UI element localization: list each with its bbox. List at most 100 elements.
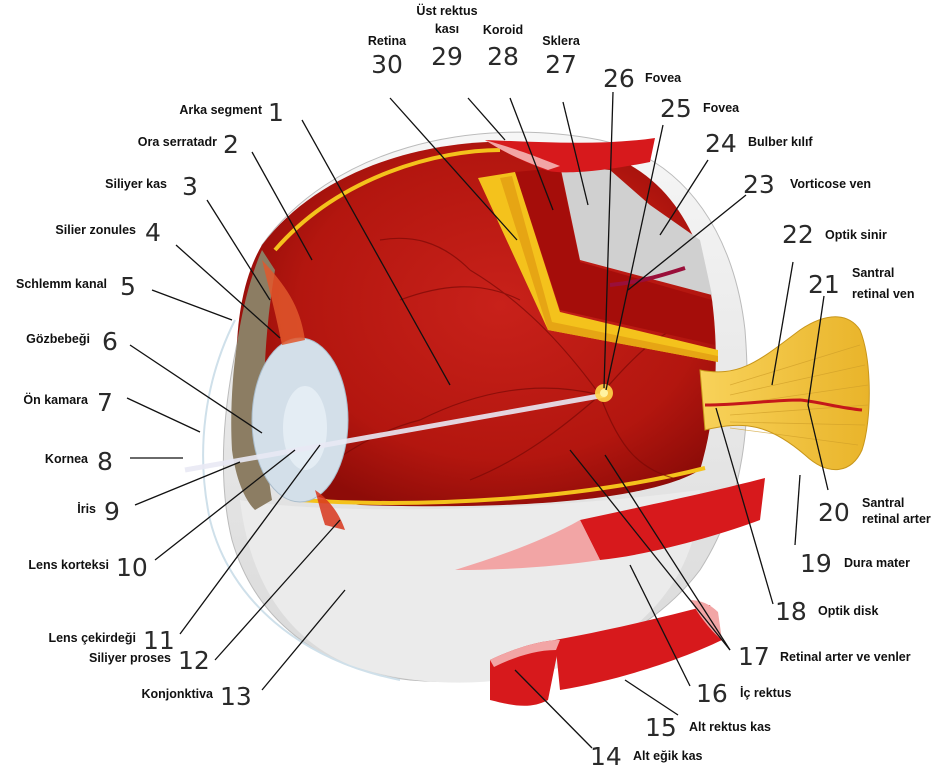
label-12-text: Siliyer proses	[89, 651, 171, 665]
leader-19	[794, 474, 801, 546]
label-25-number: 25	[660, 94, 692, 123]
label-13-text: Konjonktiva	[141, 687, 214, 701]
label-21-text: Santral	[852, 266, 894, 280]
label-28-number: 28	[487, 42, 519, 71]
leader-7	[126, 397, 201, 433]
label-4-text: Silier zonules	[55, 223, 136, 237]
inferior-oblique-tendon	[490, 640, 560, 667]
superior-rectus-muscle	[485, 138, 655, 173]
anterior-segment	[231, 250, 349, 530]
leader-22	[771, 261, 794, 386]
lens-nucleus-shape	[283, 386, 327, 470]
label-9-number: 9	[104, 497, 120, 526]
central-retinal-artery	[704, 398, 863, 412]
leader-5	[151, 289, 233, 321]
label-27-text: Sklera	[542, 34, 581, 48]
label-21-text-line2: retinal ven	[852, 287, 915, 301]
label-6-number: 6	[102, 327, 118, 356]
leader-24	[659, 159, 709, 236]
leader-28	[509, 97, 554, 211]
leader-26	[603, 91, 614, 389]
leader-29	[467, 97, 506, 141]
label-20-text-line2: retinal arter	[862, 512, 931, 526]
leader-11	[179, 444, 321, 635]
labels: Arka segment 1 Ora serratadr 2 Siliyer k…	[16, 3, 931, 770]
label-10-text: Lens korteksi	[28, 558, 109, 572]
visual-axis	[184, 392, 606, 473]
label-26-text: Fovea	[645, 71, 682, 85]
label-1-text: Arka segment	[179, 103, 263, 117]
leader-9	[134, 461, 241, 506]
leader-20	[807, 404, 829, 491]
label-9-text: İris	[77, 501, 96, 516]
leader-13	[261, 589, 346, 691]
label-16-text: İç rektus	[740, 685, 791, 700]
label-24-text: Bulber kılıf	[748, 135, 813, 149]
label-2-number: 2	[223, 130, 239, 159]
label-29-text-line2: kası	[435, 22, 459, 36]
extraocular-muscles	[455, 138, 765, 706]
label-19-number: 19	[800, 549, 832, 578]
label-20-text: Santral	[862, 496, 904, 510]
vorticose-vein	[609, 266, 686, 287]
label-18-text: Optik disk	[818, 604, 878, 618]
label-21-number: 21	[808, 270, 840, 299]
leader-17	[569, 449, 731, 651]
label-20-number: 20	[818, 498, 850, 527]
label-16-number: 16	[696, 679, 728, 708]
superior-rectus-tendon	[485, 140, 560, 170]
label-29-number: 29	[431, 42, 463, 71]
leader-6	[129, 344, 263, 434]
leader-12	[214, 519, 341, 661]
label-22-number: 22	[782, 220, 814, 249]
label-23-number: 23	[743, 170, 775, 199]
label-25-text: Fovea	[703, 101, 740, 115]
label-15-number: 15	[645, 713, 677, 742]
leader-27	[562, 101, 589, 206]
leader-25	[605, 124, 664, 391]
fovea-dot	[600, 389, 608, 397]
label-13-number: 13	[220, 682, 252, 711]
medial-rectus-tendon	[455, 520, 600, 570]
inferior-rectus-muscle	[555, 605, 722, 690]
label-30-text: Retina	[368, 34, 407, 48]
label-1-number: 1	[268, 98, 284, 127]
label-2-text: Ora serratadr	[138, 135, 217, 149]
medial-rectus-muscle	[580, 478, 765, 560]
label-4-number: 4	[145, 218, 161, 247]
ciliary-process-lower	[315, 490, 345, 530]
retina-band	[273, 148, 501, 252]
label-28-text: Koroid	[483, 23, 523, 37]
leader-30	[389, 97, 518, 241]
label-24-number: 24	[705, 129, 737, 158]
label-18-number: 18	[775, 597, 807, 626]
label-17-number: 17	[738, 642, 770, 671]
label-14-text: Alt eğik kas	[633, 749, 703, 763]
leader-lines	[126, 91, 829, 749]
label-15-text: Alt rektus kas	[689, 720, 771, 734]
optic-nerve-fibers	[729, 344, 869, 446]
leader-15	[624, 679, 679, 716]
label-3-number: 3	[182, 172, 198, 201]
label-8-text: Kornea	[45, 452, 89, 466]
leader-16	[629, 564, 691, 687]
leader-3	[206, 199, 271, 301]
label-8-number: 8	[97, 447, 113, 476]
conjunctiva-shape	[202, 319, 401, 681]
label-27-number: 27	[545, 50, 577, 79]
label-7-text: Ön kamara	[23, 392, 89, 407]
label-6-text: Gözbebeği	[26, 332, 90, 346]
leader-18	[715, 407, 774, 605]
retina-wedge	[478, 172, 718, 362]
leader-4	[175, 244, 281, 339]
label-12-number: 12	[178, 646, 210, 675]
optic-nerve	[699, 316, 870, 471]
label-5-number: 5	[120, 272, 136, 301]
label-3-text: Siliyer kas	[105, 177, 167, 191]
leader-14	[514, 669, 593, 749]
label-7-number: 7	[97, 388, 113, 417]
label-11-text: Lens çekirdeği	[48, 631, 136, 645]
leader-17b	[604, 454, 731, 651]
label-22-text: Optik sinir	[825, 228, 887, 242]
